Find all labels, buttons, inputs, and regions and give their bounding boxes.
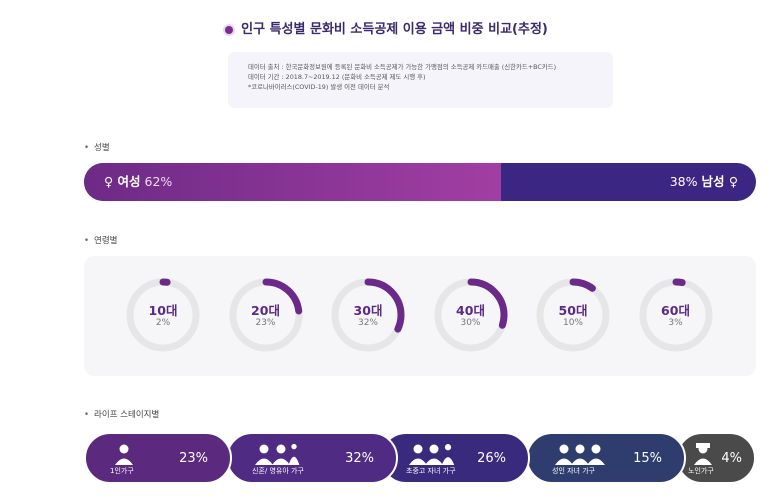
life-stage-label: 노인가구 (688, 467, 714, 475)
male-label: 38% 남성 ♀ (669, 174, 738, 189)
age-donut: 20대 23% (227, 276, 305, 354)
donut-arc-60대 (639, 278, 712, 352)
donut-value: 10% (562, 318, 583, 328)
age-donut: 10대 2% (124, 276, 202, 354)
life-stage-value: 4% (721, 451, 742, 466)
donut-value: 32% (357, 318, 378, 328)
source-line: *코로나바이러스(COVID-19) 발생 이전 데이터 분석 (248, 83, 390, 91)
life-stage-label: 1인가구 (110, 467, 134, 475)
family-adult-icon (554, 443, 614, 471)
life-stage-label: 신혼/ 영유아 가구 (252, 467, 304, 475)
donut-value: 2% (155, 318, 171, 328)
donut-value: 30% (460, 318, 481, 328)
donut-label: 10대 (148, 303, 178, 318)
life-stage-value: 32% (345, 451, 374, 466)
gender-bar: ♀ 여성 62% 38% 남성 ♀ (84, 163, 756, 201)
donut-label: 40대 (456, 303, 485, 318)
life-stage-value: 26% (477, 451, 506, 466)
life-stage-value: 23% (179, 451, 208, 466)
donut-label: 20대 (251, 303, 280, 318)
section-label-life: 라이프 스테이지별 (84, 408, 159, 420)
donut-arc-40대 (434, 278, 507, 352)
donut-label: 50대 (558, 303, 588, 318)
donut-ring (536, 278, 610, 352)
donut-ring (434, 278, 507, 352)
donut-arc-20대 (229, 278, 302, 352)
donut-arc-50대 (536, 278, 610, 352)
donut-value: 23% (255, 318, 276, 328)
donut-ring (639, 278, 712, 352)
female-share-bar (84, 163, 501, 201)
source-line: 데이터 출처 : 한국문화정보원에 등록된 문화비 소득공제가 가능한 가맹점의… (248, 63, 557, 71)
couple-baby-icon (254, 443, 314, 471)
age-donut: 50대 10% (534, 276, 612, 354)
donut-label: 60대 (661, 303, 690, 318)
life-stage-segment: 노인가구 4% (676, 432, 756, 484)
life-stage-segment: 성인 자녀 가구 15% (526, 432, 686, 484)
age-donut-panel: 10대 2% 20대 23% 30대 32% 40대 30% 50대 10% 60대 3% (84, 256, 756, 376)
life-stage-label: 초중고 자녀 가구 (406, 467, 456, 475)
section-label-gender: 성별 (84, 141, 110, 153)
family-kids-icon (408, 443, 468, 471)
donut-ring (126, 278, 200, 352)
title-bullet-icon (225, 25, 234, 34)
donut-arc-30대 (331, 278, 405, 352)
life-stage-bar: 1인가구 23% 신혼/ 영유아 가구 32% 초중고 자녀 가구 26% 성인 자녀 가구… (84, 432, 756, 484)
source-line: 데이터 기간 : 2018.7~2019.12 (문화비 소득공제 제도 시행 … (248, 73, 426, 81)
donut-label: 30대 (353, 303, 383, 318)
life-stage-segment: 1인가구 23% (84, 432, 232, 484)
age-donut: 60대 3% (637, 276, 715, 354)
donut-value: 3% (668, 318, 683, 328)
page-title: 인구 특성별 문화비 소득공제 이용 금액 비중 비교(추정) (0, 18, 773, 37)
life-stage-value: 15% (633, 451, 662, 466)
life-stage-segment: 초중고 자녀 가구 26% (380, 432, 530, 484)
female-label: ♀ 여성 62% (104, 174, 173, 189)
person-icon (112, 443, 172, 471)
section-label-age: 연령별 (84, 234, 117, 246)
donut-ring (331, 278, 405, 352)
life-stage-segment: 신혼/ 영유아 가구 32% (226, 432, 398, 484)
donut-arc-10대 (126, 278, 200, 352)
life-stage-label: 성인 자녀 가구 (552, 467, 596, 475)
age-donut: 40대 30% (432, 276, 510, 354)
data-source-box: 데이터 출처 : 한국문화정보원에 등록된 문화비 소득공제가 가능한 가맹점의… (228, 52, 613, 108)
age-donut: 30대 32% (329, 276, 407, 354)
donut-ring (229, 278, 302, 352)
elder-icon (690, 443, 750, 471)
